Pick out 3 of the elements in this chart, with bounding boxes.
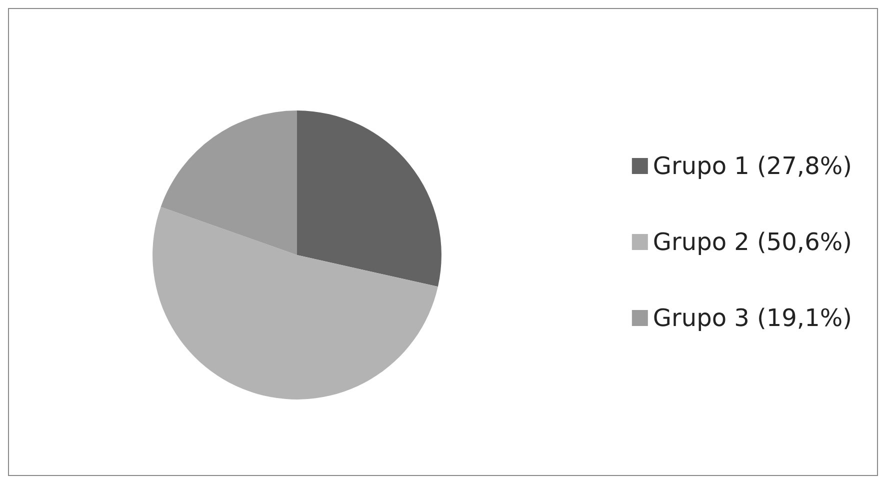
- legend-label: Grupo 1 (27,8%): [652, 152, 852, 180]
- legend-label: Grupo 3 (19,1%): [652, 304, 852, 332]
- legend-label: Grupo 2 (50,6%): [652, 228, 852, 256]
